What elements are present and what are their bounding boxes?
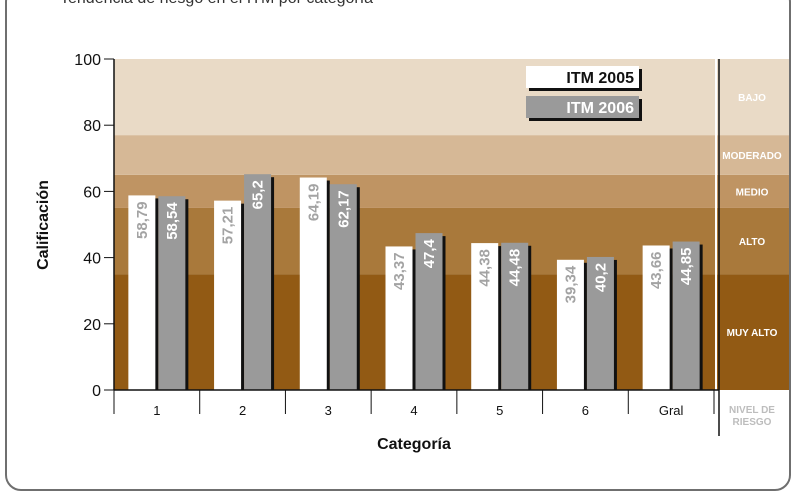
bar-itm-2006	[672, 241, 700, 390]
risk-header-line1: NIVEL DE	[729, 405, 775, 416]
bar-value-label: 43,37	[391, 252, 408, 290]
legend-label: ITM 2006	[566, 100, 634, 117]
x-axis-title: Categoría	[377, 436, 451, 453]
y-tick-label: 0	[92, 383, 101, 400]
bars	[128, 174, 703, 390]
legend: ITM 2005 ITM 2006	[526, 66, 642, 121]
risk-zone-label: BAJO	[738, 93, 766, 104]
x-tick-label: 6	[582, 403, 589, 418]
legend-swatch	[526, 66, 639, 88]
bar-value-label: 57,21	[220, 207, 237, 245]
bar-value-label: 47,4	[421, 238, 438, 268]
risk-header-line2: RIESGO	[733, 417, 772, 428]
x-tick-label: 4	[410, 403, 417, 418]
bar-value-label: 62,17	[335, 190, 352, 228]
y-tick-label: 40	[83, 251, 101, 268]
bar-value-label: 58,79	[134, 201, 151, 239]
legend-label: ITM 2005	[566, 70, 634, 87]
bar-value-label: 44,38	[477, 249, 494, 287]
bar-itm-2005	[214, 200, 242, 390]
bar-value-label: 64,19	[305, 184, 322, 222]
risk-zone-moderado	[114, 135, 789, 175]
x-tick-label: 1	[153, 403, 160, 418]
bar-value-label: 43,66	[648, 251, 665, 289]
bar-itm-2006	[501, 242, 529, 390]
bar-itm-2005	[128, 195, 156, 390]
labels: MUY ALTO ALTO MEDIO MODERADO BAJO 0 20 40 60 80 10…	[35, 52, 782, 453]
x-tick-label: 2	[239, 403, 246, 418]
risk-zone-label: MUY ALTO	[727, 328, 778, 339]
risk-zone-label: MODERADO	[722, 151, 782, 162]
risk-zone-label: ALTO	[739, 237, 766, 248]
bar-value-label: 40,2	[592, 263, 609, 292]
chart-caption: Tendencia de riesgo en el ITM por catego…	[60, 0, 373, 8]
x-tick-label: 3	[325, 403, 332, 418]
x-tick-label: 5	[496, 403, 503, 418]
bar-itm-2005	[556, 259, 584, 390]
bar-itm-2005	[471, 243, 499, 390]
bar-value-label: 65,2	[250, 180, 267, 209]
y-tick-label: 100	[74, 52, 101, 69]
bar-itm-2006	[244, 174, 272, 390]
bar-itm-2006	[586, 256, 614, 390]
y-tick-label: 20	[83, 317, 101, 334]
risk-zone-label: MEDIO	[736, 187, 769, 198]
bar-itm-2006	[158, 196, 186, 390]
grid-lines	[715, 59, 720, 436]
bar-value-label: 39,34	[562, 265, 579, 303]
y-tick-label: 60	[83, 184, 101, 201]
y-tick-label: 80	[83, 118, 101, 135]
bar-value-label: 44,85	[678, 248, 695, 286]
y-axis-title: Calificación	[35, 180, 52, 270]
bar-value-label: 58,54	[164, 202, 181, 240]
bar-itm-2006	[329, 184, 357, 390]
bar-value-label: 44,48	[507, 249, 524, 287]
risk-zone-bajo	[114, 59, 789, 136]
bar-itm-2006	[415, 233, 443, 390]
legend-swatch	[526, 96, 639, 118]
bar-itm-2005	[642, 245, 670, 390]
bar-itm-2005	[385, 246, 413, 390]
bar-itm-2005	[299, 177, 327, 390]
axes	[104, 58, 719, 414]
x-tick-label: Gral	[659, 403, 684, 418]
